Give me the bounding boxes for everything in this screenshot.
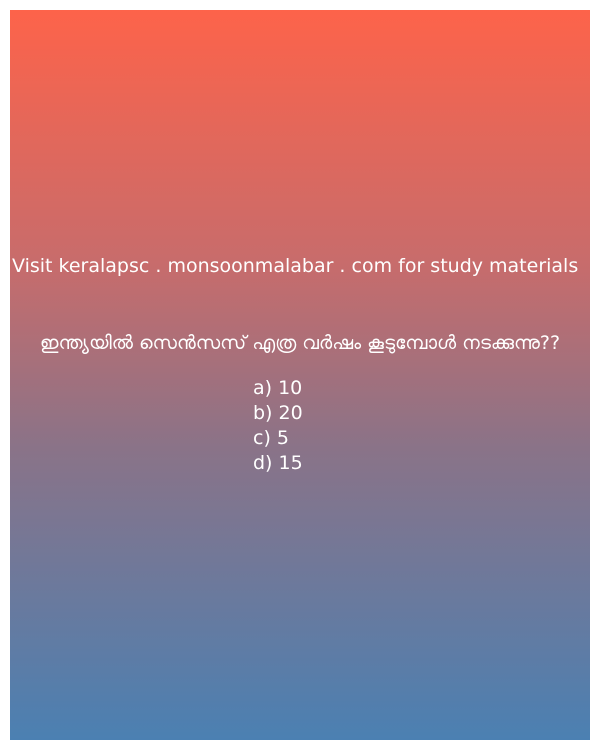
- option-c: c) 5: [253, 427, 289, 449]
- promo-text: Visit keralapsc . monsoonmalabar . com f…: [12, 255, 579, 277]
- option-b: b) 20: [253, 402, 303, 424]
- quiz-card: Visit keralapsc . monsoonmalabar . com f…: [10, 10, 590, 740]
- option-d: d) 15: [253, 452, 303, 474]
- question-text: ഇന്ത്യയിൽ സെൻസസ് എത്ര വർഷം കൂടുമ്പോൾ നടക…: [39, 332, 561, 354]
- option-a: a) 10: [253, 377, 303, 399]
- options-list: a) 10 b) 20 c) 5 d) 15: [253, 376, 303, 476]
